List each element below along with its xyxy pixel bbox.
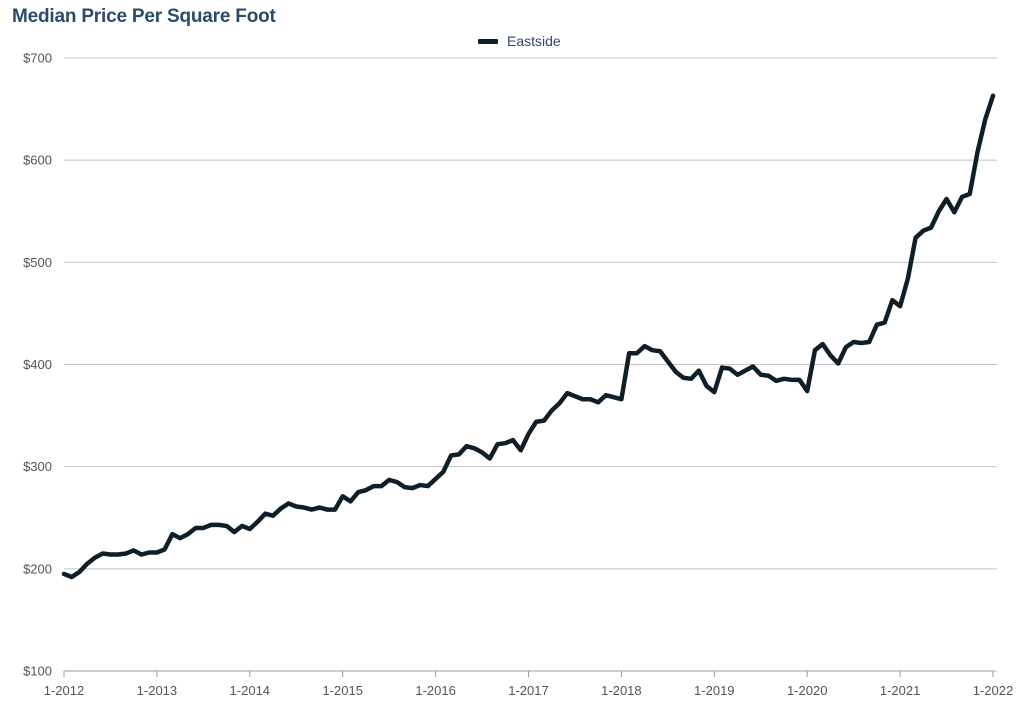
axes: $100 $200 $300 $400 $500 $600 $700 1-2012 1-2013… [23,51,1013,699]
x-tick-label: 1-2012 [44,683,84,698]
chart-title: Median Price Per Square Foot [12,6,276,27]
legend: Eastside [478,33,561,49]
y-tick-label: $400 [23,357,52,372]
series-line-eastside [61,93,996,580]
x-tick-label: 1-2019 [694,683,734,698]
x-tick-label: 1-2017 [508,683,548,698]
x-tick-label: 1-2016 [415,683,455,698]
x-tick-label: 1-2013 [137,683,177,698]
x-tick-label: 1-2014 [230,683,270,698]
y-tick-label: $500 [23,255,52,270]
x-tick-label: 1-2021 [880,683,920,698]
x-tick-label: 1-2022 [973,683,1013,698]
y-tick-label: $300 [23,459,52,474]
legend-swatch-eastside [478,38,498,44]
legend-label-eastside: Eastside [507,33,561,49]
x-tick-label: 1-2018 [601,683,641,698]
y-tick-label: $100 [23,664,52,679]
y-tick-label: $600 [23,153,52,168]
y-tick-label: $200 [23,561,52,576]
x-tick-label: 1-2015 [322,683,362,698]
y-tick-label: $700 [23,51,52,66]
x-tick-label: 1-2020 [787,683,827,698]
gridlines [64,57,997,672]
series-layer [61,93,996,580]
